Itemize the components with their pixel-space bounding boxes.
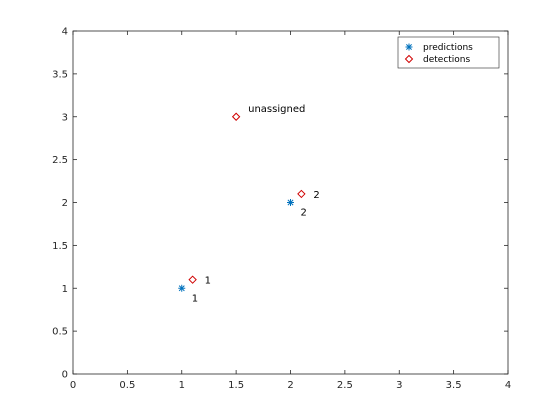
detection-point — [188, 275, 197, 284]
legend-marker-detections — [404, 54, 414, 64]
x-tick-label: 0.5 — [119, 380, 135, 391]
detection-point — [297, 189, 306, 199]
x-tick-label: 1.5 — [228, 380, 244, 391]
data-marks — [178, 112, 306, 292]
y-tick-label: 0.5 — [52, 327, 68, 338]
y-tick-label: 4 — [62, 27, 68, 38]
x-tick-label: 3.5 — [446, 380, 462, 391]
prediction-point — [287, 199, 294, 206]
legend-box — [397, 36, 500, 69]
legend-label: predictions — [423, 43, 473, 53]
y-tick-label: 2.5 — [52, 155, 68, 166]
axis-tick-labels: 0 0.5 1 1.5 2 2.5 3 3.5 4 0 0.5 1 1.5 2 2.5 3 3.5 4 — [52, 27, 511, 392]
detection-point — [231, 112, 241, 121]
point-annotation: 1 — [192, 293, 198, 304]
x-tick-label: 2.5 — [337, 380, 353, 391]
prediction-point — [178, 284, 186, 292]
x-tick-label: 1 — [179, 380, 185, 391]
point-annotation: 2 — [313, 190, 319, 201]
annotations: 11 22 unassigned — [192, 104, 320, 305]
point-annotation: 2 — [301, 208, 307, 219]
x-tick-label: 0 — [70, 380, 76, 391]
legend-label: detections — [423, 55, 471, 65]
y-tick-label: 1.5 — [52, 241, 68, 252]
point-annotation: unassigned — [248, 104, 305, 115]
y-tick-label: 0 — [62, 370, 68, 381]
legend: predictions detections — [397, 36, 500, 69]
x-tick-label: 3 — [396, 380, 402, 391]
y-tick-label: 3 — [62, 112, 68, 123]
y-tick-label: 2 — [62, 198, 68, 209]
y-tick-label: 3.5 — [52, 69, 68, 80]
y-tick-label: 1 — [62, 284, 68, 295]
x-tick-label: 2 — [287, 380, 293, 391]
x-tick-label: 4 — [505, 380, 511, 391]
axes-box — [72, 30, 509, 375]
legend-marker-predictions — [405, 43, 413, 51]
point-annotation: 1 — [205, 276, 211, 287]
